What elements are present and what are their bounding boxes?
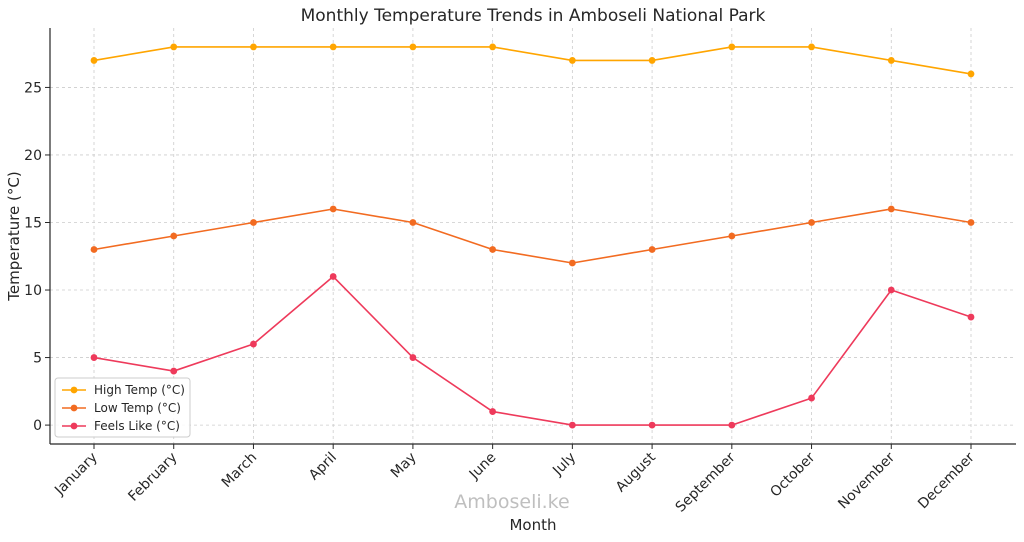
data-point — [170, 367, 178, 375]
data-point — [967, 70, 975, 78]
data-point — [250, 43, 257, 51]
data-point — [887, 286, 895, 294]
data-point — [648, 57, 656, 64]
x-tick-label: April — [306, 450, 340, 484]
data-point — [250, 219, 257, 226]
legend: High Temp (°C) Low Temp (°C) Feels Like (°… — [54, 377, 191, 438]
x-tick-label: October — [767, 449, 818, 500]
series-line — [93, 46, 972, 75]
data-point — [409, 354, 417, 361]
legend-label: Feels Like (°C) — [94, 419, 180, 433]
series-1 — [90, 205, 975, 267]
data-point — [250, 340, 257, 348]
data-point — [170, 43, 178, 51]
data-point — [808, 394, 815, 402]
x-axis-title: Month — [509, 516, 556, 534]
data-point — [90, 246, 98, 253]
data-point — [808, 43, 815, 51]
axes — [49, 28, 1016, 445]
x-tick-label: June — [466, 450, 500, 484]
data-point — [728, 232, 736, 240]
legend-label: High Temp (°C) — [94, 383, 185, 397]
y-tick-label: 10 — [24, 283, 42, 299]
data-point — [90, 57, 98, 64]
data-point — [489, 246, 497, 253]
data-point — [568, 259, 576, 267]
data-point — [329, 43, 337, 51]
series-line — [93, 208, 972, 264]
data-point — [887, 57, 895, 64]
chart-title: Monthly Temperature Trends in Amboseli N… — [301, 6, 766, 26]
x-tick-label: July — [549, 450, 579, 480]
series-layer — [90, 43, 975, 429]
x-tick-label: January — [51, 450, 101, 500]
data-point — [967, 313, 975, 321]
x-tick-label: May — [388, 450, 420, 482]
x-tick-label: March — [219, 450, 260, 491]
data-point — [648, 246, 656, 253]
data-point — [489, 43, 497, 51]
legend-marker — [70, 404, 78, 412]
x-tick-label: December — [915, 449, 978, 512]
legend-label: Low Temp (°C) — [94, 401, 181, 415]
x-tick-label: August — [613, 449, 659, 495]
data-point — [409, 219, 417, 226]
y-tick-label: 15 — [24, 215, 42, 231]
y-tick-label: 25 — [24, 80, 42, 96]
data-point — [728, 43, 736, 51]
data-point — [887, 205, 895, 213]
legend-marker — [70, 422, 78, 430]
data-point — [568, 57, 576, 64]
y-axis-title: Temperature (°C) — [5, 171, 23, 301]
data-point — [90, 354, 98, 361]
legend-box — [54, 377, 191, 438]
data-point — [329, 205, 337, 213]
data-point — [409, 43, 417, 51]
y-ticks: 0 5 10 15 20 25 — [24, 80, 50, 434]
data-point — [728, 421, 736, 429]
data-point — [568, 421, 576, 429]
x-tick-label: February — [125, 450, 180, 505]
data-point — [808, 219, 815, 226]
data-point — [648, 421, 656, 429]
y-tick-label: 20 — [24, 148, 42, 164]
x-tick-label: September — [673, 449, 739, 515]
data-point — [967, 219, 975, 226]
x-tick-label: November — [835, 449, 898, 512]
y-tick-label: 5 — [33, 351, 42, 367]
series-2 — [90, 273, 975, 429]
series-0 — [90, 43, 975, 78]
grid-lines — [50, 28, 1016, 444]
y-tick-label: 0 — [33, 418, 42, 434]
data-point — [489, 408, 497, 415]
data-point — [170, 232, 178, 240]
series-line — [93, 275, 972, 426]
data-point — [329, 273, 337, 280]
legend-marker — [70, 386, 78, 394]
watermark-text: Amboseli.ke — [454, 491, 569, 513]
